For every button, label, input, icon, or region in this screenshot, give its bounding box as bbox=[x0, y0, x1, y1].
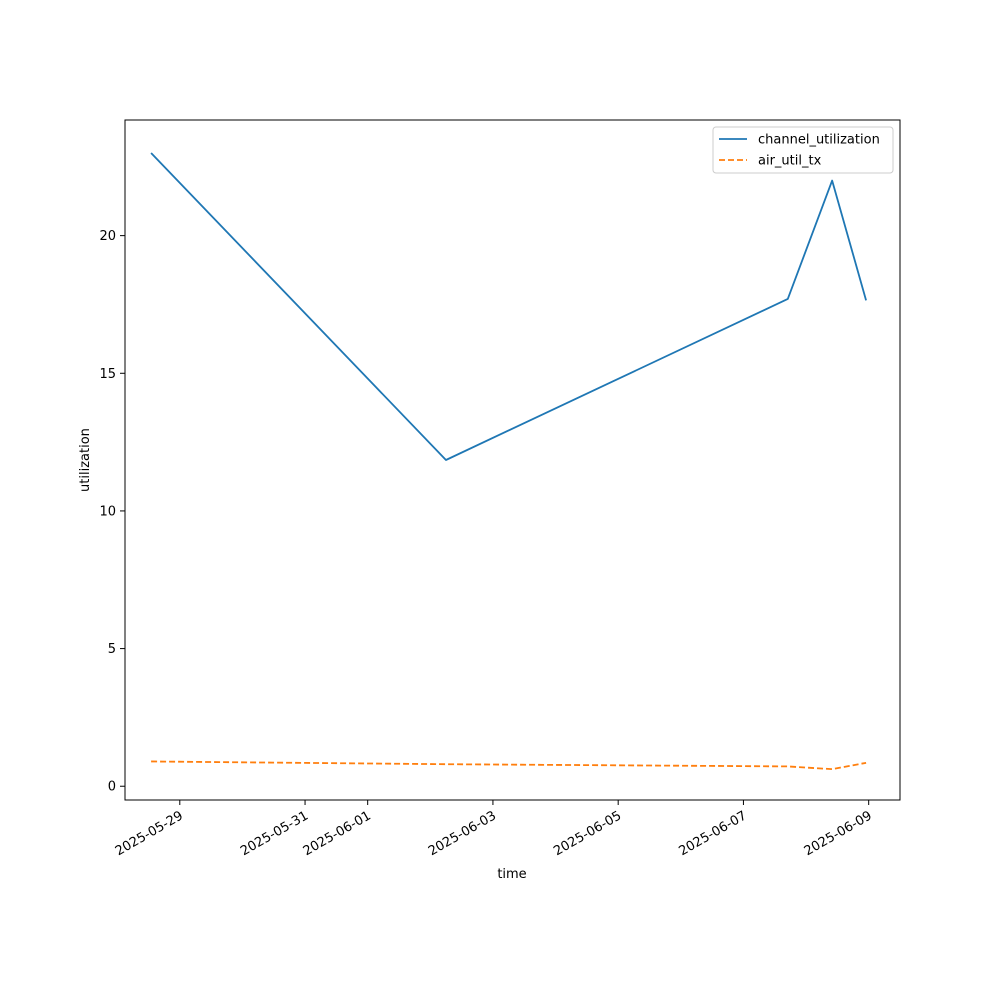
y-tick-label: 10 bbox=[99, 504, 116, 519]
series-line-channel_utilization bbox=[150, 152, 867, 461]
legend-label: channel_utilization bbox=[758, 133, 880, 148]
y-tick-label: 5 bbox=[108, 642, 116, 657]
x-axis-label: time bbox=[497, 867, 526, 882]
y-axis: 0 5 10 15 20 bbox=[99, 229, 125, 795]
legend: channel_utilization air_util_tx bbox=[712, 126, 894, 174]
plot-area bbox=[150, 152, 867, 771]
y-tick-label: 0 bbox=[108, 780, 116, 795]
y-tick-label: 20 bbox=[99, 229, 116, 244]
legend-box bbox=[712, 126, 894, 174]
legend-label: air_util_tx bbox=[758, 154, 822, 169]
y-tick-label: 15 bbox=[99, 367, 116, 382]
y-axis-label: utilization bbox=[78, 428, 93, 492]
axes-frame bbox=[124, 119, 901, 801]
